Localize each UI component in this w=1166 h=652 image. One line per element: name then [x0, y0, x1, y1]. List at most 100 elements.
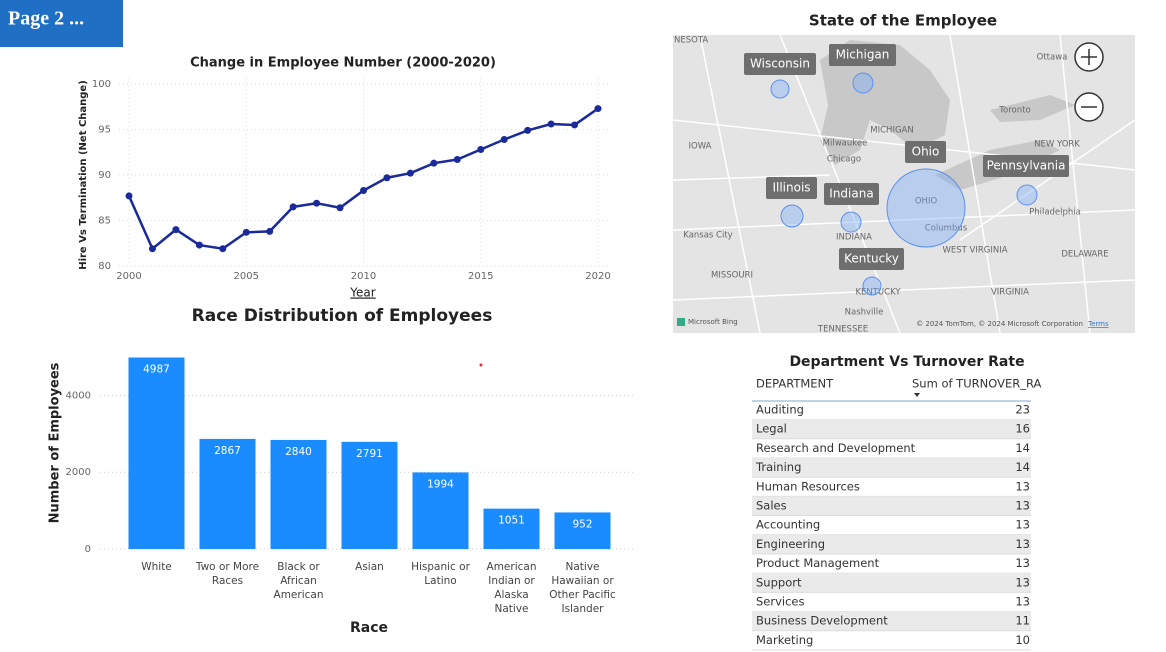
place-label: Nashville	[845, 308, 884, 318]
table-cell: Support	[756, 575, 802, 589]
place-label: Columbus	[925, 224, 968, 234]
road	[949, 34, 1001, 334]
place-label: Chicago	[827, 155, 861, 165]
sort-icon	[914, 393, 920, 397]
y-tick-label: 90	[98, 170, 111, 181]
y-tick-label: 0	[85, 544, 91, 555]
table-cell: 13	[1015, 575, 1030, 589]
table-cell: Services	[756, 595, 805, 609]
chart-title: Race Distribution of Employees	[192, 306, 493, 326]
map-terms[interactable]: Terms	[1087, 320, 1109, 328]
table-cell: Product Management	[756, 556, 880, 570]
page-title: Page 2 ...	[8, 8, 84, 30]
row-band	[752, 496, 1031, 516]
state-label: Wisconsin	[750, 57, 810, 71]
place-label: TENNESSEE	[817, 325, 868, 335]
data-label: 1051	[498, 515, 525, 527]
bar	[270, 439, 327, 549]
point	[524, 126, 532, 134]
table-cell: Engineering	[756, 537, 825, 551]
road	[699, 34, 761, 334]
road	[672, 174, 831, 181]
table-cell: Training	[755, 460, 801, 474]
y-tick-label: 100	[92, 79, 111, 90]
point	[500, 136, 508, 144]
point	[172, 226, 180, 234]
x-tick-label: 2010	[351, 271, 376, 282]
point	[594, 105, 602, 113]
place-label: Ottawa	[1037, 53, 1068, 63]
state-label-box	[744, 53, 816, 75]
place-label: IOWA	[689, 142, 712, 152]
table-cell: 11	[1015, 614, 1030, 628]
road	[672, 209, 1136, 231]
data-label: 2840	[285, 446, 312, 458]
road	[672, 279, 1136, 301]
point	[571, 121, 579, 129]
state-bubble	[862, 276, 882, 296]
state-label-box	[983, 155, 1069, 177]
x-tick-label: American Indian or Alaska Native	[486, 561, 537, 615]
state-label: Michigan	[836, 48, 890, 62]
state-label-box	[829, 44, 896, 66]
table-cell: Accounting	[756, 518, 820, 532]
map-credit: © 2024 TomTom, © 2024 Microsoft Corporat…	[916, 320, 1083, 328]
y-axis-label: Number of Employees	[48, 362, 63, 523]
table-title: Department Vs Turnover Rate	[789, 354, 1024, 370]
table-cell: 13	[1015, 556, 1030, 570]
y-tick-label: 4000	[66, 390, 91, 401]
y-axis-label: Hire Vs Termination (Net Change)	[78, 80, 89, 270]
table-cell: Sales	[756, 499, 787, 513]
place-label: DELAWARE	[1061, 250, 1108, 260]
table-cell: 16	[1015, 422, 1030, 436]
x-tick-label: Native Hawaiian or Other Pacific Islande…	[549, 561, 616, 615]
table-cell: 13	[1015, 499, 1030, 513]
y-tick-label: 95	[98, 125, 111, 136]
point	[336, 204, 344, 212]
x-tick-label: Two or More Races	[195, 561, 260, 587]
point	[547, 120, 555, 128]
table-cell: Business Development	[756, 614, 888, 628]
state-label: Illinois	[772, 181, 810, 195]
page-badge[interactable]	[0, 0, 123, 47]
state-label: Pennsylvania	[987, 159, 1066, 173]
state-label: Ohio	[912, 145, 940, 159]
road	[1059, 34, 1091, 334]
table-cell: 13	[1015, 595, 1030, 609]
table-cell: 14	[1015, 460, 1030, 474]
table-cell: Legal	[756, 422, 787, 436]
point	[219, 245, 227, 253]
bar	[128, 357, 185, 549]
state-bubble	[840, 211, 862, 233]
row-band	[752, 573, 1031, 593]
place-label: WEST VIRGINIA	[942, 246, 1007, 256]
y-tick-label: 85	[98, 216, 111, 227]
x-axis-label: Year	[349, 286, 375, 300]
x-tick-label: 2005	[234, 271, 259, 282]
point	[242, 228, 250, 236]
place-label: Toronto	[998, 106, 1030, 116]
data-label: 2791	[356, 448, 383, 460]
table-cell: 10	[1015, 633, 1030, 647]
point	[195, 241, 203, 249]
data-label: 4987	[143, 363, 170, 375]
stray-dot	[479, 363, 483, 367]
map-title: State of the Employee	[809, 12, 997, 30]
place-label: Kansas City	[683, 231, 732, 241]
column-header: DEPARTMENT	[756, 377, 834, 391]
point	[266, 227, 274, 235]
row-band	[752, 419, 1031, 439]
data-label: 1994	[427, 478, 454, 490]
x-tick-label: Asian	[355, 561, 384, 573]
point	[430, 159, 438, 167]
column-header: Sum of TURNOVER_RA	[912, 377, 1041, 391]
x-tick-label: Hispanic or Latino	[411, 561, 470, 587]
table-cell: 13	[1015, 479, 1030, 493]
table-cell: Human Resources	[756, 479, 860, 493]
zoom-icon	[1081, 49, 1097, 65]
place-label: Milwaukee	[823, 139, 868, 149]
table-cell: 13	[1015, 537, 1030, 551]
map: NESOTA IOWA MICHIGAN MISSOURI INDIANA OHIO WES…	[672, 34, 1136, 335]
